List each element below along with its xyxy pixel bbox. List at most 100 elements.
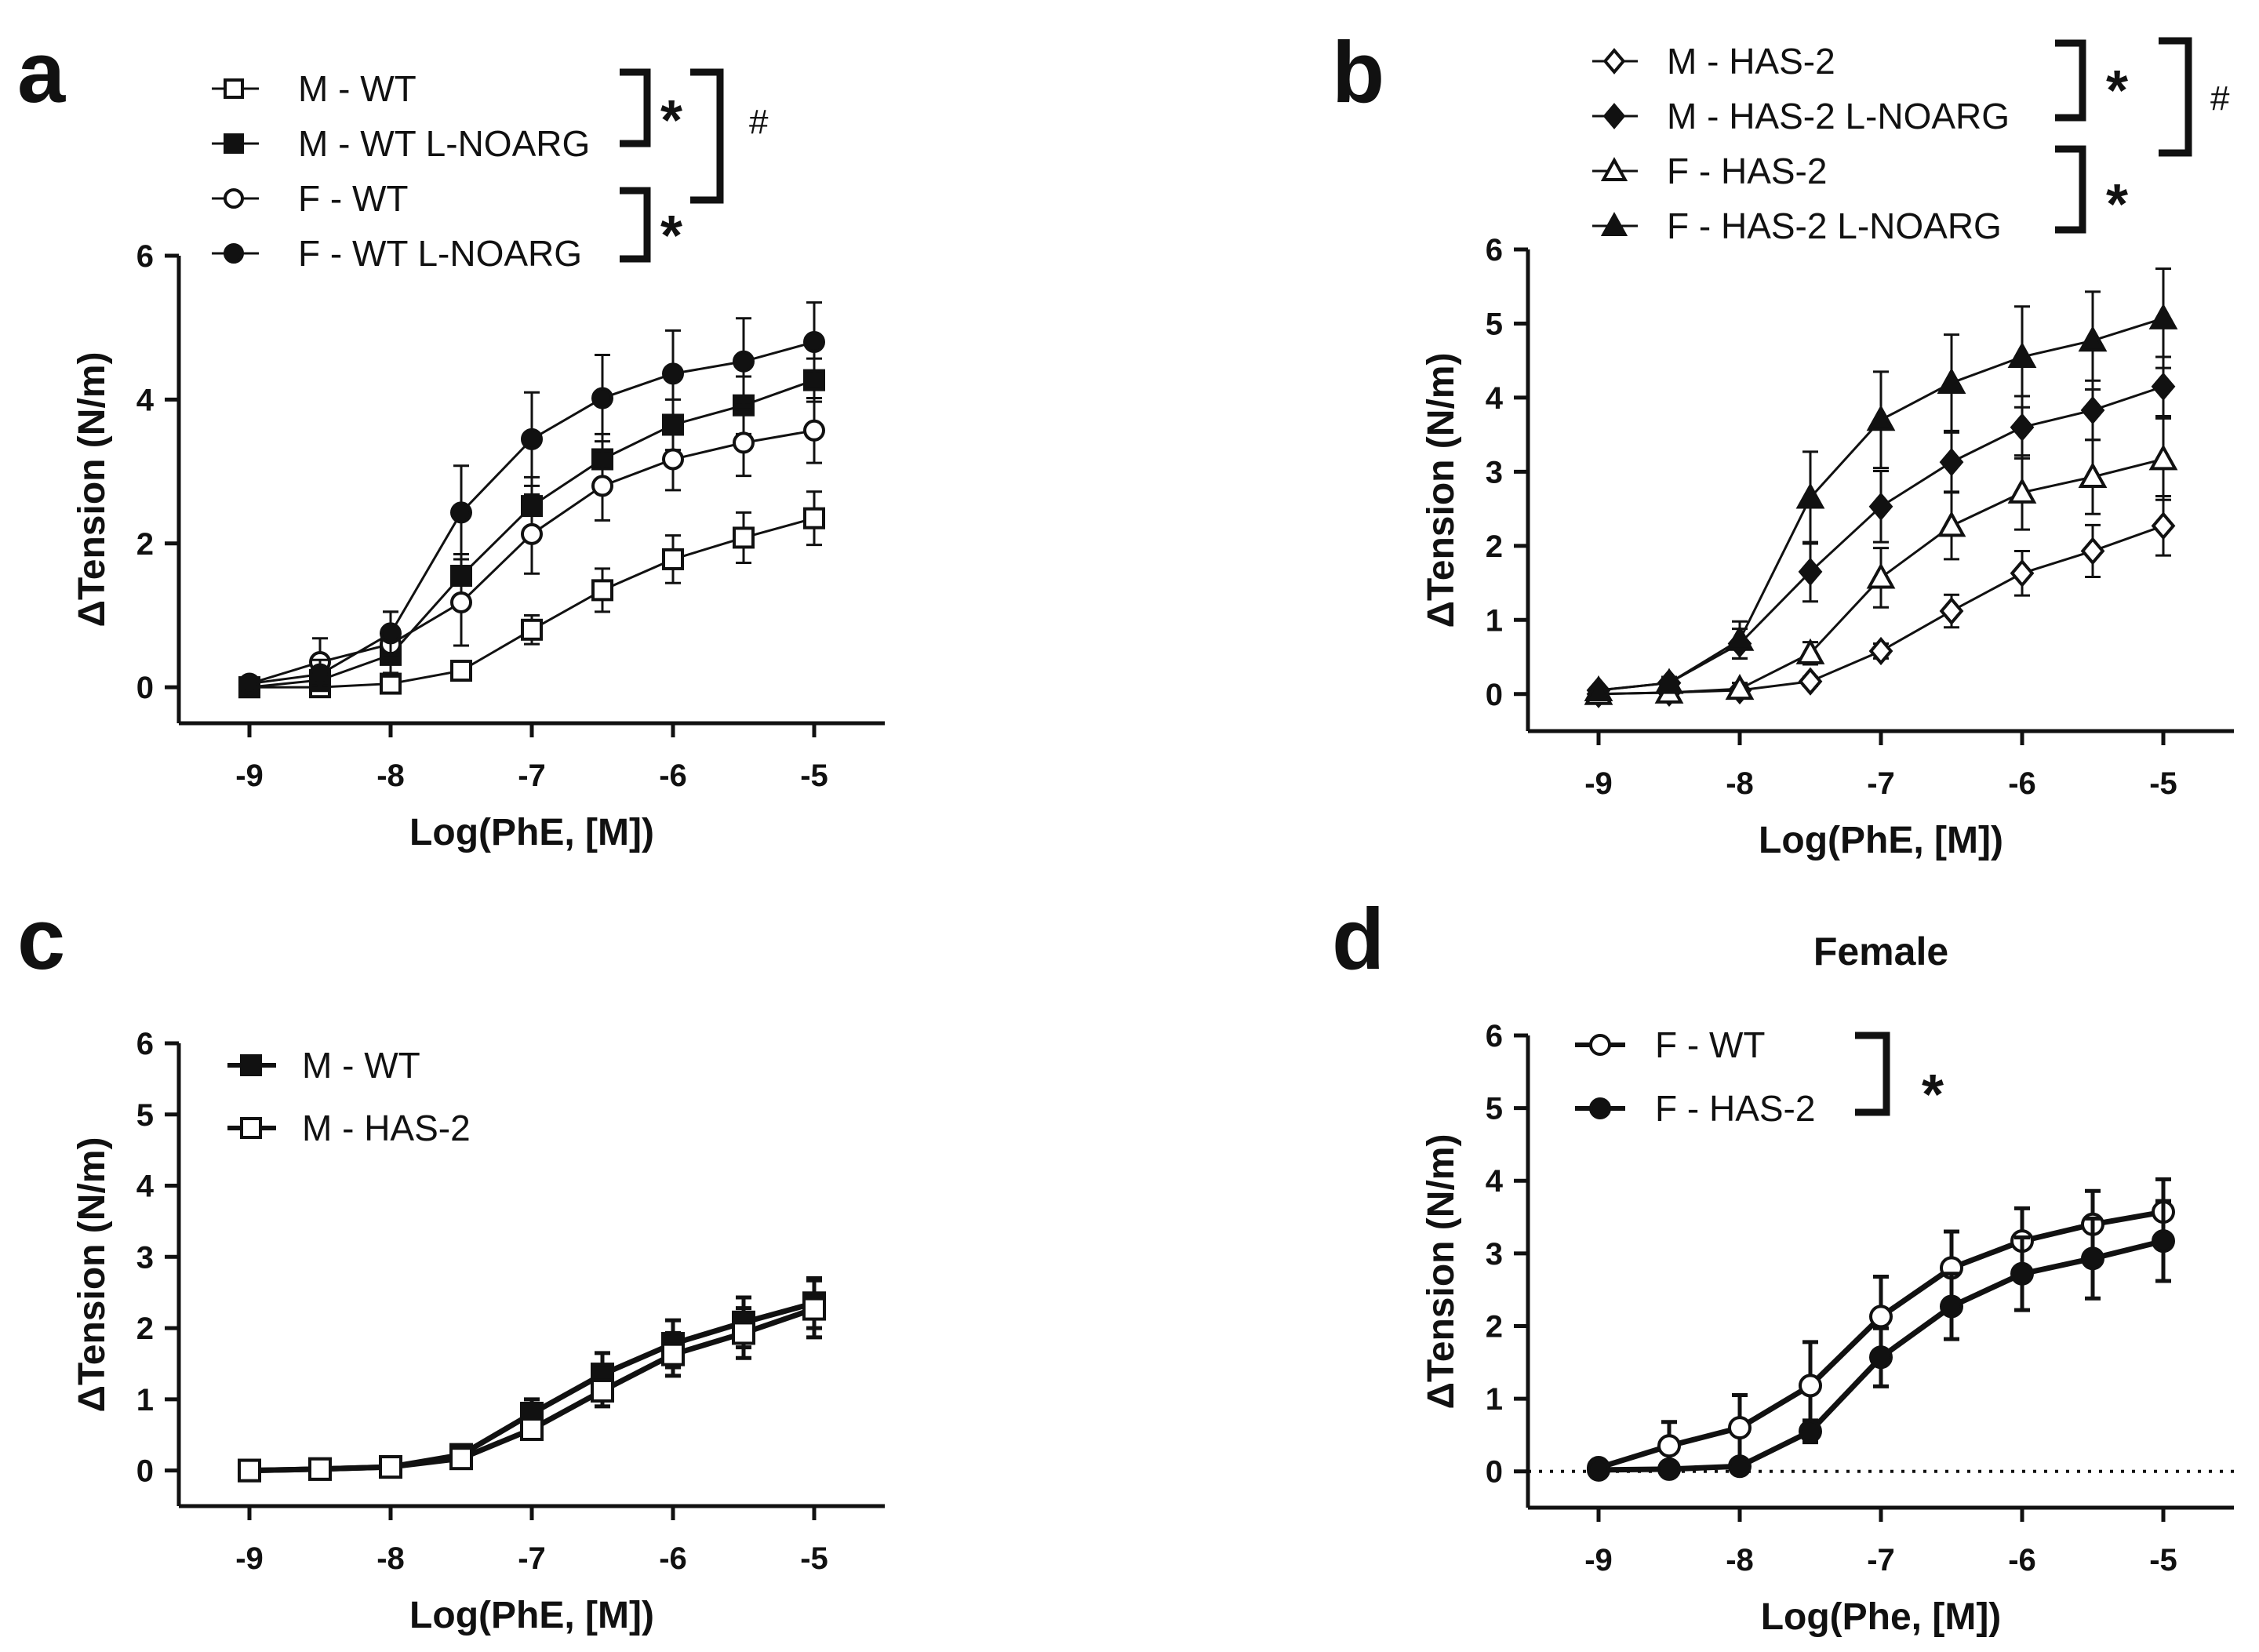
- x-tick-label: -5: [2149, 766, 2177, 801]
- data-point: [1937, 367, 1966, 395]
- legend: M - WT M - WT L-NOARG F - WT F - WT L-NOARG: [212, 68, 590, 274]
- data-point: [521, 618, 543, 641]
- data-point: [521, 428, 543, 450]
- data-point: [2151, 372, 2176, 401]
- y-tick-label: 2: [136, 527, 154, 562]
- y-tick-label: 1: [136, 1383, 154, 1417]
- legend-label: F - WT: [298, 178, 409, 219]
- bracket-f: [620, 187, 651, 263]
- legend-label: F - HAS-2: [1655, 1088, 1815, 1129]
- sig-star: *: [2106, 173, 2128, 236]
- sig-hash: #: [749, 103, 769, 141]
- data-point: [1654, 668, 1684, 694]
- data-point: [238, 672, 260, 695]
- data-point: [2080, 537, 2105, 566]
- y-tick-label: 3: [136, 1240, 154, 1275]
- bracket-f: [2055, 145, 2086, 234]
- data-point: [309, 663, 331, 686]
- x-tick-label: -5: [2149, 1543, 2177, 1577]
- data-point: [450, 501, 472, 524]
- data-point: [803, 331, 825, 354]
- legend-marker: [1602, 48, 1626, 75]
- data-point: [1587, 1457, 1610, 1482]
- y-tick-label: 6: [1486, 1019, 1503, 1053]
- y-tick-label: 0: [136, 671, 154, 705]
- bracket-wt-has2: [1855, 1032, 1890, 1116]
- series-2: [1584, 417, 2178, 705]
- y-tick-label: 0: [1486, 1455, 1503, 1490]
- data-point: [1937, 511, 1966, 537]
- data-point: [1939, 448, 1964, 477]
- legend: F - WT F - HAS-2: [1575, 1024, 1815, 1129]
- series-3: [1584, 267, 2178, 702]
- data-point: [238, 1458, 261, 1483]
- data-point: [1728, 1416, 1752, 1440]
- legend-marker: [224, 243, 244, 264]
- data-point: [1725, 674, 1755, 700]
- data-point: [2010, 413, 2035, 442]
- panel-d: d Female 0 1 2 3 4 5 6 -9 -8 -7 -6 -5 Log(Phe, [M]) ΔTe…: [1332, 891, 2234, 1638]
- data-point: [449, 1446, 473, 1471]
- panel-letter: c: [17, 891, 65, 988]
- data-point: [591, 1378, 614, 1403]
- data-point: [2148, 303, 2178, 329]
- x-tick-label: -7: [1867, 1543, 1895, 1577]
- data-point: [2007, 341, 2037, 368]
- series-1: [238, 1278, 826, 1483]
- y-tick-label: 6: [136, 239, 154, 274]
- data-point: [662, 448, 684, 471]
- data-point: [2007, 477, 2037, 504]
- legend-label: M - HAS-2: [1667, 41, 1835, 82]
- data-point: [2010, 559, 2035, 588]
- data-point: [2080, 395, 2105, 425]
- data-point: [733, 350, 755, 373]
- x-tick-label: -9: [1584, 766, 1613, 801]
- data-point: [1940, 1294, 1963, 1319]
- data-point: [2148, 444, 2178, 471]
- chart-title: Female: [1813, 930, 1948, 973]
- bracket-mf: [2159, 37, 2192, 157]
- y-tick-label: 4: [1486, 381, 1504, 416]
- y-tick-label: 0: [1486, 678, 1503, 712]
- series-line: [249, 1306, 816, 1474]
- bracket-mf: [690, 68, 724, 204]
- legend-marker: [1589, 1034, 1611, 1056]
- x-axis-label: Log(Phe, [M]): [1761, 1596, 2002, 1638]
- sig-star: *: [1922, 1064, 1944, 1126]
- x-tick-label: -7: [1867, 766, 1895, 801]
- data-point: [2078, 461, 2108, 488]
- y-axis-label: ΔTension (N/m): [71, 1137, 113, 1413]
- data-point: [1798, 667, 1823, 696]
- data-point: [1939, 596, 1964, 626]
- y-tick-label: 2: [1486, 529, 1503, 564]
- y-tick-label: 4: [136, 383, 155, 417]
- data-point: [591, 475, 613, 497]
- x-tick-label: -6: [2008, 1543, 2036, 1577]
- x-tick-label: -6: [2008, 766, 2036, 801]
- y-tick-label: 2: [136, 1312, 154, 1346]
- panel-a: a 0 2 4 6 -9 -8 -7 -6 -5 Log(PhE, [M]) ΔTension (N/…: [17, 24, 885, 853]
- data-point: [803, 419, 825, 442]
- legend-label: M - WT: [302, 1045, 420, 1086]
- data-point: [1657, 1434, 1681, 1458]
- data-point: [1869, 1304, 1893, 1329]
- series-line: [249, 1300, 815, 1474]
- y-tick-label: 3: [1486, 1237, 1503, 1272]
- y-tick-label: 3: [1486, 455, 1503, 489]
- x-tick-label: -9: [235, 1541, 264, 1576]
- y-axis-label: ΔTension (N/m): [1421, 1134, 1462, 1410]
- series-1: [1586, 355, 2176, 705]
- panel-letter: b: [1332, 24, 1384, 121]
- legend-label: M - HAS-2 L-NOARG: [1667, 96, 2010, 136]
- data-point: [803, 507, 825, 529]
- panel-letter: d: [1332, 891, 1384, 988]
- y-tick-label: 6: [136, 1027, 154, 1061]
- data-point: [2081, 1246, 2104, 1271]
- data-point: [1798, 557, 1823, 586]
- x-tick-label: -7: [518, 759, 546, 793]
- data-point: [662, 362, 684, 385]
- legend-marker: [224, 188, 244, 209]
- legend-label: M - WT L-NOARG: [298, 123, 590, 164]
- legend-marker: [240, 1117, 262, 1139]
